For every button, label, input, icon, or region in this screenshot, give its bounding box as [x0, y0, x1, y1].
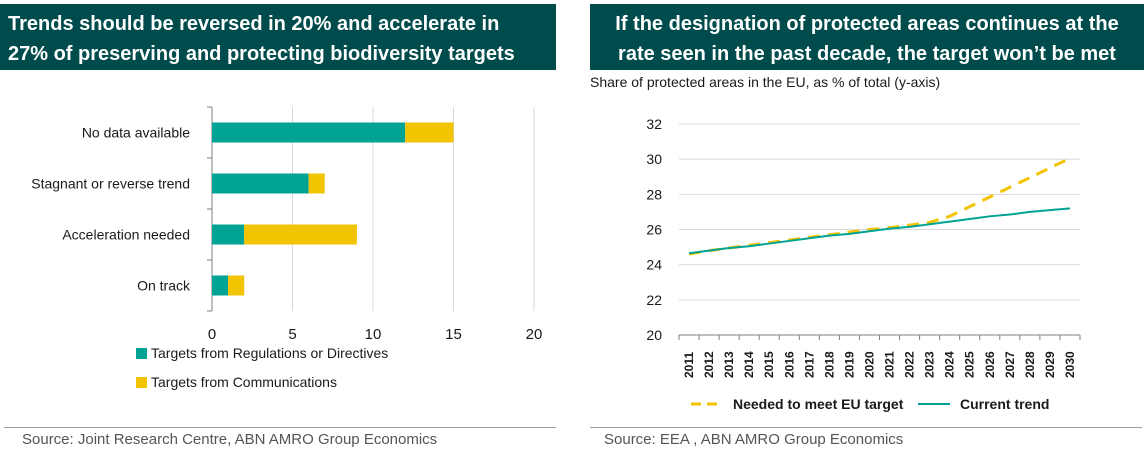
x-tick-label: 2020 [862, 351, 876, 378]
line-needed-target [688, 156, 1071, 256]
x-tick-label: 2024 [943, 351, 957, 378]
y-tick-label: 32 [646, 116, 662, 132]
x-tick-label: 2012 [702, 351, 716, 378]
bar-communications [228, 275, 245, 296]
x-tick-label: 10 [365, 326, 382, 343]
right-source: Source: EEA , ABN AMRO Group Economics [604, 431, 904, 448]
x-tick-label: 2017 [802, 351, 816, 378]
y-tick-label: 26 [646, 222, 662, 238]
x-tick-label: 2026 [983, 351, 997, 378]
legend-label: Needed to meet EU target [733, 396, 904, 412]
x-tick-label: 5 [288, 326, 296, 343]
legend-label: Current trend [960, 396, 1049, 412]
bar-regulations [212, 173, 309, 194]
right-chart-title: If the designation of protected areas co… [590, 4, 1144, 70]
line-current-trend [688, 207, 1071, 255]
x-tick-label: 0 [208, 326, 216, 343]
left-divider [4, 427, 556, 428]
bar-chart: 0 5 10 15 20 No data available Stagnant or rev… [31, 106, 543, 390]
category-label: Stagnant or reverse trend [31, 176, 190, 192]
bar-communications [244, 224, 357, 245]
left-source: Source: Joint Research Centre, ABN AMRO … [22, 431, 438, 448]
legend-label: Targets from Communications [151, 374, 337, 390]
x-tick-label: 2021 [883, 351, 897, 378]
x-tick-label: 2022 [903, 351, 917, 378]
x-tick-label: 2030 [1063, 351, 1077, 378]
x-tick-label: 20 [526, 326, 543, 343]
bar-regulations [212, 122, 406, 143]
x-tick-label: 2029 [1043, 351, 1057, 378]
legend-swatch [136, 348, 147, 359]
x-tick-label: 2025 [963, 351, 977, 378]
legend-swatch [136, 377, 147, 388]
y-tick-label: 24 [646, 257, 662, 273]
bar-communications [405, 122, 454, 143]
x-tick-label: 2023 [923, 351, 937, 378]
right-chart-subtitle: Share of protected areas in the EU, as %… [590, 74, 941, 90]
y-tick-label: 20 [646, 327, 662, 343]
y-tick-label: 22 [646, 292, 662, 308]
x-tick-label: 2027 [1003, 351, 1017, 378]
x-tick-label: 2015 [762, 351, 776, 378]
x-tick-label: 2019 [842, 351, 856, 378]
right-divider [590, 427, 1142, 428]
bar-regulations [212, 275, 229, 296]
bar-communications [308, 173, 325, 194]
y-tick-label: 30 [646, 151, 662, 167]
x-tick-label: 2013 [722, 351, 736, 378]
x-tick-label: 2016 [782, 351, 796, 378]
bar-regulations [212, 224, 245, 245]
x-tick-label: 2011 [682, 352, 696, 378]
x-tick-label: 15 [445, 326, 462, 343]
x-tick-label: 2018 [822, 351, 836, 378]
x-tick-label: 2028 [1023, 351, 1037, 378]
left-chart-title: Trends should be reversed in 20% and acc… [0, 4, 556, 70]
x-tick-label: 2014 [742, 351, 756, 378]
y-tick-label: 28 [646, 186, 662, 202]
legend-label: Targets from Regulations or Directives [151, 345, 388, 361]
category-label: Acceleration needed [62, 227, 190, 243]
category-label: On track [137, 278, 191, 294]
category-label: No data available [82, 125, 190, 141]
